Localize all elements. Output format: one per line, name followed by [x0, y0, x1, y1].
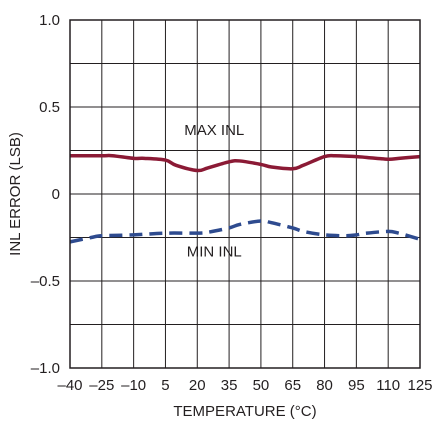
x-tick-label: 5 [161, 377, 169, 394]
y-tick-label: 0 [52, 186, 60, 203]
plot-frame [69, 19, 421, 369]
x-tick-label: 80 [316, 377, 333, 394]
y-tick-label: 0.5 [39, 99, 60, 116]
y-tick-label: 1.0 [39, 12, 60, 29]
x-tick-label: 95 [348, 377, 365, 394]
series-line-max-inl [70, 153, 421, 173]
tick-labels: –40 –25 –10 5 20 35 50 65 80 95 110 125 –1.0 –0.5 0 0.5… [31, 12, 433, 394]
series-line-min-inl [69, 219, 421, 244]
x-tick-label: 50 [253, 377, 270, 394]
series-annotation: MIN INL [187, 244, 242, 261]
y-axis-title: INL ERROR (LSB) [7, 132, 24, 256]
series-layer [69, 153, 421, 244]
x-tick-label: –10 [121, 377, 146, 394]
chart-grid [70, 20, 420, 368]
x-tick-label: 65 [284, 377, 301, 394]
x-tick-label: –25 [89, 377, 114, 394]
x-tick-label: –40 [57, 377, 82, 394]
x-tick-label: 110 [376, 377, 400, 394]
x-tick-label: 35 [221, 377, 238, 394]
y-tick-label: –0.5 [31, 273, 60, 290]
x-axis-title: TEMPERATURE (°C) [173, 403, 316, 420]
series-annotation: MAX INL [184, 122, 244, 139]
x-tick-label: 20 [189, 377, 206, 394]
y-tick-label: –1.0 [31, 360, 60, 377]
annotation-layer: MAX INL MIN INL [184, 122, 244, 261]
x-tick-label: 125 [407, 377, 432, 394]
